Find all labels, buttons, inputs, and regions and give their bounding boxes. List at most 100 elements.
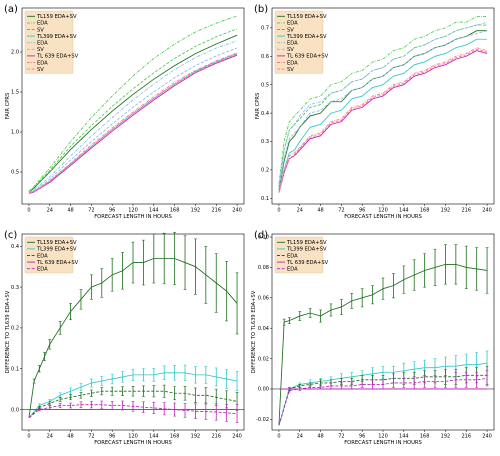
y-tick-label: 0.4 (261, 111, 269, 117)
y-tick-label: 0.2 (11, 326, 19, 332)
x-tick-label: 0 (277, 208, 280, 214)
legend-label: TL399 EDA+SV (36, 34, 77, 40)
x-tick-label: 48 (67, 434, 73, 440)
y-tick-label: 1.5 (11, 90, 19, 96)
legend-label: EDA (37, 253, 48, 259)
x-tick-label: 48 (67, 208, 73, 214)
series-line (28, 54, 238, 195)
legend-label: TL399 EDA+SV (36, 247, 77, 253)
series-line (278, 16, 488, 185)
y-tick-label: 0.1 (261, 196, 269, 202)
series-line (28, 53, 238, 194)
x-axis-label: FORECAST LENGTH IN HOURS (344, 214, 422, 220)
x-tick-label: 96 (359, 208, 365, 214)
x-tick-label: 192 (441, 434, 451, 440)
x-tick-label: 24 (297, 434, 303, 440)
x-tick-label: 144 (399, 434, 409, 440)
x-tick-label: 168 (420, 434, 430, 440)
x-tick-label: 72 (338, 208, 344, 214)
panel-label: (b) (254, 4, 268, 15)
legend-label: TL159 EDA+SV (286, 14, 327, 20)
x-tick-label: 144 (399, 208, 409, 214)
legend-label: EDA (37, 267, 48, 273)
x-tick-label: 240 (482, 434, 492, 440)
y-tick-label: 0.4 (11, 244, 19, 250)
x-tick-label: 72 (88, 208, 94, 214)
legend-label: EDA (37, 21, 48, 27)
legend-label: TL159 EDA+SV (36, 240, 77, 246)
legend-label: SV (287, 47, 294, 53)
y-tick-label: 0.5 (261, 82, 269, 88)
y-tick-label: 0.04 (258, 326, 269, 332)
legend-label: EDA (37, 41, 48, 47)
legend-box (24, 236, 74, 274)
x-tick-label: 240 (482, 208, 492, 214)
y-tick-label: 0.6 (261, 54, 269, 60)
x-tick-label: 24 (47, 434, 53, 440)
series-line (28, 34, 238, 193)
legend-label: TL159 EDA+SV (36, 14, 77, 20)
panel-c: (c) 0 24 48 72 96 120 144 168 192 216 240 0.0 0.1 0.2… (4, 230, 245, 446)
legend-label: TL 639 EDA+SV (286, 260, 329, 266)
legend-label: EDA (287, 267, 298, 273)
legend-label: TL399 EDA+SV (286, 247, 327, 253)
y-axis-label: DIFFERENCE TO TL639 EDA+SV (251, 290, 257, 373)
y-tick-label: 0.2 (261, 168, 269, 174)
legend-label: EDA (287, 253, 298, 259)
series-line (28, 52, 238, 194)
y-tick-label: 0.7 (261, 26, 269, 32)
y-tick-label: 0.00 (258, 387, 269, 393)
x-tick-label: 216 (461, 208, 471, 214)
panel-label: (d) (254, 230, 268, 241)
panel-a: (a) 0 24 48 72 96 120 144 168 192 216 240 0.5 1.0 1.5… (4, 4, 245, 220)
y-axis-label: FAIR CPRS (5, 93, 11, 120)
legend-label: EDA (287, 21, 298, 27)
legend-label: TL 639 EDA+SV (286, 54, 329, 60)
y-axis-label: DIFFERENCE TO TL639 EDA+SV (5, 290, 11, 373)
series-line (28, 15, 238, 192)
x-tick-label: 168 (170, 208, 180, 214)
x-tick-label: 96 (109, 208, 115, 214)
x-tick-label: 216 (211, 434, 221, 440)
series-line (28, 28, 238, 193)
x-tick-label: 216 (211, 208, 221, 214)
y-tick-label: 0.3 (261, 139, 269, 145)
series-line (28, 40, 238, 193)
legend-label: SV (287, 27, 294, 33)
series-line (278, 30, 488, 190)
x-tick-label: 24 (297, 208, 303, 214)
y-axis-label: FAIR CPRS (255, 93, 261, 120)
x-tick-label: 48 (317, 208, 323, 214)
x-tick-label: 120 (128, 434, 138, 440)
x-axis-label: FORECAST LENGTH IN HOURS (94, 214, 172, 220)
x-tick-label: 72 (338, 434, 344, 440)
legend-label: TL399 EDA+SV (286, 34, 327, 40)
x-tick-label: 168 (170, 434, 180, 440)
legend-label: TL 639 EDA+SV (36, 260, 79, 266)
y-tick-label: 0.10 (258, 235, 269, 241)
x-tick-label: 96 (359, 434, 365, 440)
x-axis-label: FORECAST LENGTH IN HOURS (344, 440, 422, 446)
x-tick-label: 120 (128, 208, 138, 214)
x-tick-label: 72 (88, 434, 94, 440)
series-line (28, 47, 238, 194)
x-tick-label: 0 (277, 434, 280, 440)
series-line (278, 38, 488, 193)
x-tick-label: 48 (317, 434, 323, 440)
y-tick-label: 0.0 (11, 407, 19, 413)
y-tick-label: 0.3 (11, 285, 19, 291)
x-tick-label: 192 (191, 434, 201, 440)
y-tick-label: 0.02 (258, 356, 269, 362)
series-line (278, 48, 488, 193)
x-tick-label: 120 (378, 208, 388, 214)
legend-label: EDA (287, 60, 298, 66)
y-tick-label: 0.06 (258, 296, 269, 302)
legend-label: SV (37, 27, 44, 33)
x-tick-label: 24 (47, 208, 53, 214)
legend-label: EDA (37, 60, 48, 66)
y-tick-label: 2.0 (11, 50, 19, 56)
y-tick-label: 0.5 (11, 170, 19, 176)
x-tick-label: 144 (149, 434, 159, 440)
x-axis-label: FORECAST LENGTH IN HOURS (94, 440, 172, 446)
